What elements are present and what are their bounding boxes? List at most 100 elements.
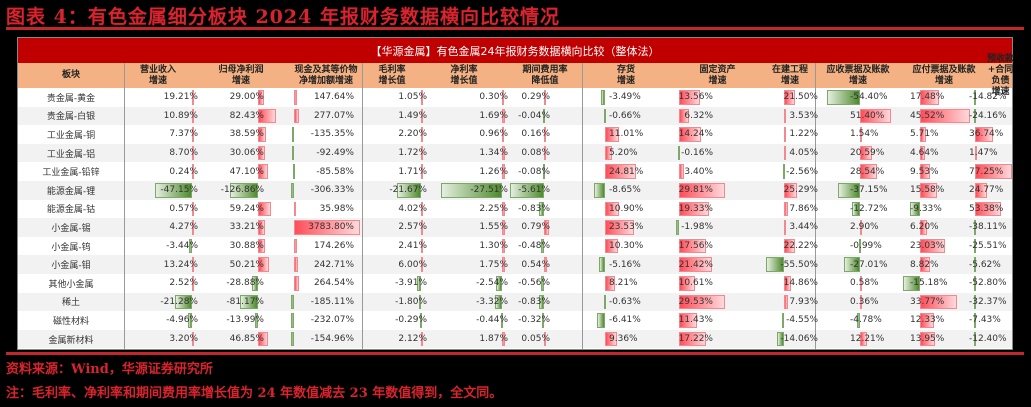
positive-data-bar <box>421 108 423 124</box>
negative-data-bar <box>292 145 295 161</box>
negative-data-bar <box>240 294 258 310</box>
positive-data-bar <box>860 220 862 235</box>
metric-value: -21.28% <box>160 296 198 307</box>
negative-data-bar <box>973 220 976 235</box>
metric-value: 0.30% <box>479 92 508 103</box>
metric-value: -4.96% <box>166 315 198 326</box>
positive-data-bar <box>605 238 618 254</box>
table-row: 贵金属-黄金 19.21% 29.00% 147.64% 1.05% 0.30% 0.29%… <box>18 88 1012 107</box>
positive-data-bar <box>502 201 505 217</box>
metric-value: 47.10% <box>229 166 264 177</box>
metric-value: 4.27% <box>169 222 198 233</box>
negative-data-bar <box>782 164 785 179</box>
positive-data-bar <box>920 108 971 124</box>
positive-data-bar <box>192 90 194 105</box>
metric-value: -5.62% <box>969 259 1001 270</box>
metric-value: -5.61% <box>518 185 550 196</box>
positive-data-bar <box>605 145 612 161</box>
negative-data-bar <box>973 276 976 291</box>
metric-value: -12.72% <box>850 203 888 214</box>
positive-data-bar <box>421 127 423 142</box>
metric-value: 0.16% <box>521 129 550 140</box>
metric-value: 19.33% <box>678 203 713 214</box>
column-group-divider <box>582 63 583 349</box>
metric-value: -52.80% <box>969 278 1007 289</box>
header-line1: 净利率 <box>450 64 478 75</box>
header-cell: 在建工程 增速 <box>765 63 815 88</box>
metric-value: -54.40% <box>850 92 888 103</box>
header-cell: 归母净利润 增速 <box>192 63 290 88</box>
negative-data-bar <box>291 313 294 328</box>
metric-value: -3.44% <box>166 241 198 252</box>
positive-data-bar <box>679 108 689 124</box>
table-row: 小金属-钨 -3.44% 30.88% 174.26% 2.41% 1.30% -0.48%… <box>18 237 1012 256</box>
metric-value: -5.16% <box>609 259 641 270</box>
table-header-row: 板块 营业收入 增速 归母净利润 增速 现金及其等价物 净增加额增速 毛利率 增长值 净利率 增长值… <box>18 54 1014 97</box>
negative-data-bar <box>175 294 192 310</box>
metric-value: 2.52% <box>169 278 198 289</box>
metric-value: 77.25% <box>969 166 1004 177</box>
metric-value: 21.42% <box>678 259 713 270</box>
positive-data-bar <box>192 145 194 161</box>
positive-data-bar <box>421 145 423 161</box>
negative-data-bar <box>596 313 605 328</box>
metric-value: 6.00% <box>398 259 427 270</box>
positive-data-bar <box>294 276 299 291</box>
metric-value: 12.21% <box>850 334 885 345</box>
negative-data-bar <box>500 313 503 328</box>
positive-data-bar <box>258 145 265 161</box>
negative-data-bar <box>973 313 976 328</box>
metric-value: 3.44% <box>789 222 818 233</box>
positive-data-bar <box>920 238 946 254</box>
negative-data-bar <box>675 220 679 235</box>
negative-data-bar <box>251 276 258 291</box>
metric-value: -21.67% <box>389 185 427 196</box>
metric-value: 1.55% <box>479 222 508 233</box>
metric-value: -0.83% <box>518 296 550 307</box>
metric-value: 1.54% <box>850 129 879 140</box>
metric-value: 3.40% <box>684 166 713 177</box>
metric-value: 24.77% <box>969 185 1004 196</box>
positive-data-bar <box>192 276 194 291</box>
metric-value: 2.12% <box>398 334 427 345</box>
sector-name: 小金属-钨 <box>51 242 91 253</box>
negative-data-bar <box>230 183 258 198</box>
metric-value: 50.21% <box>229 259 264 270</box>
metric-value: 2.90% <box>850 222 879 233</box>
metric-value: 4.64% <box>910 148 939 159</box>
negative-data-bar <box>827 90 860 105</box>
metric-value: 264.54% <box>313 278 354 289</box>
sector-name: 能源金属-锂 <box>46 186 96 197</box>
positive-data-bar <box>679 276 696 291</box>
metric-value: -4.55% <box>786 315 818 326</box>
metric-value: -126.86% <box>220 185 264 196</box>
metric-value: 3.53% <box>789 110 818 121</box>
negative-data-bar <box>155 183 192 198</box>
sector-name: 工业金属-铜 <box>46 130 96 141</box>
positive-data-bar <box>860 108 891 124</box>
negative-data-bar <box>973 238 976 254</box>
metric-value: 4.05% <box>789 148 818 159</box>
metric-value: 4.02% <box>398 203 427 214</box>
positive-data-bar <box>860 294 862 310</box>
positive-data-bar <box>920 257 930 272</box>
metric-value: 29.00% <box>229 92 264 103</box>
metric-value: 1.30% <box>479 241 508 252</box>
metric-value: -12.40% <box>969 334 1007 345</box>
metric-value: 17.48% <box>910 92 945 103</box>
metric-value: 8.70% <box>169 148 198 159</box>
negative-data-bar <box>973 108 976 124</box>
sector-name: 工业金属-铝 <box>46 149 96 160</box>
negative-data-bar <box>843 257 860 272</box>
positive-data-bar <box>544 331 546 347</box>
metric-value: -3.91% <box>395 278 427 289</box>
header-line1: 应付票据及账款 <box>912 64 976 75</box>
positive-data-bar <box>860 276 862 291</box>
metric-value: 12.33% <box>910 315 945 326</box>
negative-data-bar <box>291 127 294 142</box>
positive-data-bar <box>294 257 299 272</box>
title-divider <box>6 27 1024 30</box>
header-cell: 板块 <box>18 63 124 88</box>
negative-data-bar <box>189 238 192 254</box>
header-line1: 营业收入 <box>139 64 176 75</box>
